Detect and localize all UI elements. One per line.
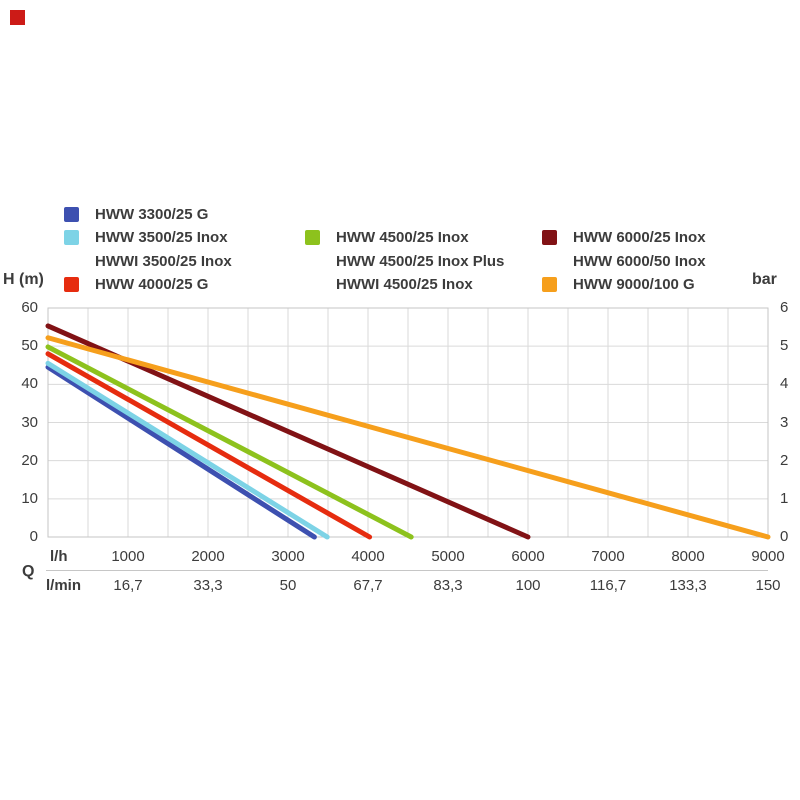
legend-swatch [64, 207, 79, 222]
x-tick-lmin: 150 [755, 577, 781, 594]
y-tick-m: 30 [21, 413, 38, 431]
series-curve-hww-3500-25-inox [45, 360, 330, 540]
legend-label: HWW 4000/25 G [95, 275, 209, 293]
x-tick-lh: 2000 [191, 548, 225, 565]
legend-item: HWW 3500/25 Inox [64, 226, 228, 249]
x-tick-lh: 4000 [351, 548, 385, 565]
legend-label: HWW 3500/25 Inox [95, 229, 228, 247]
y-axis-label-right: bar [752, 271, 777, 288]
y-tick-bar: 3 [780, 413, 789, 431]
x-tick-lmin: 16,7 [113, 577, 143, 594]
x-tick-lh: 3000 [271, 548, 305, 565]
y-tick-m: 40 [21, 375, 38, 393]
x-tick-lh: 8000 [671, 548, 705, 565]
y-tick-bar: 2 [780, 451, 789, 469]
legend-label: HWW 9000/100 G [573, 275, 695, 293]
x-axis-unit-lh: l/h [50, 548, 68, 565]
legend-item: HWW 4500/25 Inox Plus [305, 250, 504, 273]
y-tick-m: 10 [21, 489, 38, 507]
y-tick-bar: 1 [780, 489, 789, 507]
y-tick-bar: 4 [780, 375, 789, 393]
x-tick-lmin: 133,3 [669, 577, 707, 594]
legend-item: HWW 3300/25 G [64, 203, 208, 226]
legend-item: HWWI 4500/25 Inox [305, 273, 473, 296]
series-curve-hww-4500-25-inox [45, 344, 414, 540]
legend-swatch [542, 230, 557, 246]
legend-item: HWW 4000/25 G [64, 273, 208, 296]
y-tick-m: 50 [21, 337, 38, 355]
legend-item: HWW 4500/25 Inox [305, 226, 469, 249]
y-axis-label-left: H (m) [3, 271, 44, 288]
x-tick-lh: 1000 [111, 548, 145, 565]
series-curve-hww-9000-100-g [45, 335, 771, 540]
y-tick-bar: 5 [780, 337, 789, 355]
x-axis-unit-lmin: l/min [46, 577, 82, 594]
x-tick-lmin: 83,3 [433, 577, 463, 594]
y-tick-m: 20 [21, 451, 38, 469]
legend-item: HWW 9000/100 G [542, 273, 695, 296]
legend-swatch [542, 276, 557, 292]
x-tick-lh: 7000 [591, 548, 625, 565]
x-axis-row-divider [46, 570, 768, 571]
x-tick-lmin: 116,7 [589, 577, 627, 594]
brand-logo-mark [10, 10, 25, 25]
x-tick-lmin: 33,3 [193, 577, 223, 594]
y-tick-bar: 0 [780, 528, 789, 545]
legend-label: HWW 6000/50 Inox [573, 252, 706, 270]
legend-item: HWWI 3500/25 Inox [64, 250, 232, 273]
x-tick-lmin: 50 [279, 577, 297, 594]
x-tick-lh: 5000 [431, 548, 465, 565]
series-curve-hww-4000-25-g [45, 351, 373, 540]
x-tick-lmin: 100 [515, 577, 541, 594]
legend-swatch [64, 276, 79, 292]
y-tick-m: 60 [21, 299, 38, 316]
legend-swatch [64, 230, 79, 246]
legend-item: HWW 6000/25 Inox [542, 226, 706, 249]
y-tick-bar: 6 [780, 299, 789, 316]
legend-item: HWW 6000/50 Inox [542, 250, 706, 273]
legend-label: HWWI 3500/25 Inox [95, 252, 232, 270]
x-tick-lh: 6000 [511, 548, 545, 565]
legend-label: HWW 4500/25 Inox Plus [336, 252, 505, 270]
x-tick-lh: 9000 [751, 548, 785, 565]
legend-label: HWW 6000/25 Inox [573, 229, 706, 247]
legend-label: HWW 3300/25 G [95, 206, 209, 223]
legend-swatch [305, 230, 320, 246]
series-curve-hww-3300-25-g [45, 364, 317, 540]
x-tick-lmin: 67,7 [353, 577, 383, 594]
legend-label: HWWI 4500/25 Inox [336, 275, 473, 293]
legend-label: HWW 4500/25 Inox [336, 229, 469, 247]
x-axis-label-q: Q [22, 563, 35, 580]
y-tick-m: 0 [29, 528, 38, 545]
